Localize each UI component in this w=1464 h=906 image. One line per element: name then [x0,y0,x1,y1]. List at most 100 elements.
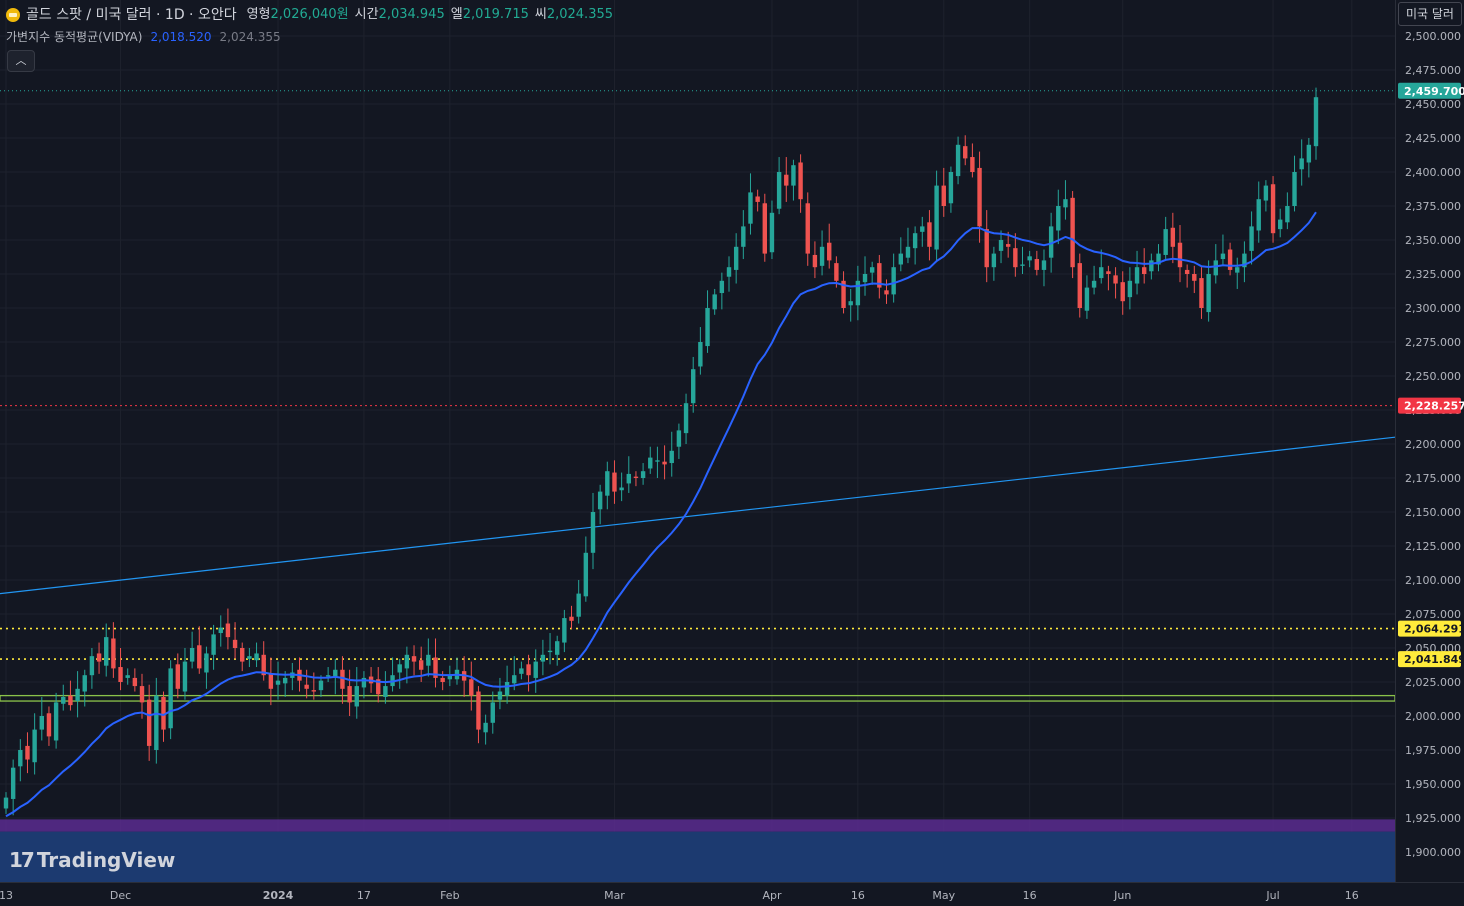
candle-body [1170,227,1176,247]
candle-body [1070,197,1075,268]
candle-body [361,677,367,688]
indicator-value-2: 2,024.355 [219,30,281,44]
candle [633,471,639,487]
candle [712,288,717,315]
candle-body [1056,206,1061,231]
candle-body [1263,185,1269,201]
price-tick-label: 2,400.000 [1405,166,1461,179]
candle-body [383,686,388,697]
candle-body [784,174,789,186]
candle [905,227,911,264]
candle [1056,189,1061,245]
symbol-title[interactable]: 골드 스팟 / 미국 달러 · 1D · 오안다 [26,7,237,23]
candle-body [397,664,402,673]
candle [1063,180,1068,220]
candle-body [304,684,309,689]
candle-body [705,308,710,347]
candle-body [640,471,646,478]
candle [984,210,989,283]
candle-body [526,664,531,676]
candle-body [1091,280,1097,288]
candle-body [118,667,123,682]
price-badge-red [1398,397,1461,414]
candle [891,253,896,303]
ohlc-open-value: 2,026,040원 [270,7,349,22]
candle-body [984,229,989,268]
candle [855,265,861,321]
candle-body [1285,206,1290,223]
candle-body [877,263,882,288]
candle [1077,253,1082,318]
candle-body [512,675,517,684]
candle [189,631,195,669]
tradingview-logo[interactable]: 17 TradingView [9,848,175,872]
candle [268,657,274,706]
candle-body [404,654,410,669]
collapse-legend-button[interactable]: ︿ [7,50,35,72]
candle [254,642,259,668]
candle [104,623,109,677]
candle-body [440,677,445,682]
candle-body [1034,259,1040,270]
candle-body [977,167,982,227]
candle-body [490,702,495,723]
candle [683,393,689,444]
candle-body [1163,229,1168,255]
candle-body [1106,271,1111,274]
ohlc-low-label: 엘 [450,7,463,22]
candle [125,668,130,685]
currency-button[interactable]: 미국 달러 [1398,2,1462,26]
price-tick-label: 2,000.000 [1405,710,1461,723]
candle [318,675,324,697]
candle-body [340,669,345,689]
candle [111,622,116,678]
candle-body [662,461,667,465]
candle-body [812,254,818,268]
candle [75,671,80,718]
candle [519,661,524,680]
candle-body [691,369,696,404]
candle [1156,244,1161,272]
candle-body [955,144,961,177]
vidya-line [5,211,1317,818]
indicator-name[interactable]: 가변지수 동적평균(VIDYA) [6,30,143,44]
candle [1306,138,1312,178]
candle [46,706,52,746]
ohlc-open-label: 영형 [246,7,271,22]
price-tick-label: 2,125.000 [1405,540,1461,553]
time-tick-label: 16 [851,889,865,902]
candle [1270,176,1276,243]
candle [247,648,252,668]
candle [719,272,725,310]
candle-body [791,165,796,186]
candle [540,639,546,676]
candle-body [182,661,188,692]
candle-body [927,222,932,247]
time-tick-label: Apr [762,889,782,902]
candle [504,665,510,704]
candle [1034,250,1040,276]
candle-body [805,203,810,254]
candle [146,684,152,761]
candle [32,713,37,775]
candle-body [218,627,223,634]
candle-body [1177,242,1183,268]
candle-body [61,696,66,704]
candle [1113,267,1118,299]
candle [154,677,159,764]
time-tick-label: 16 [1023,889,1037,902]
candle-body [834,263,839,281]
ohlc-high-value: 2,034.945 [378,7,445,22]
candle [776,157,782,215]
candle-body [268,673,274,689]
candle [912,226,918,265]
candle [1163,216,1168,261]
candle [1120,271,1125,315]
candle [476,686,481,744]
candle [497,677,503,710]
chevron-up-icon: ︿ [15,54,27,67]
candle-body [998,240,1004,251]
candle [211,624,216,670]
candle-body [1149,260,1154,272]
